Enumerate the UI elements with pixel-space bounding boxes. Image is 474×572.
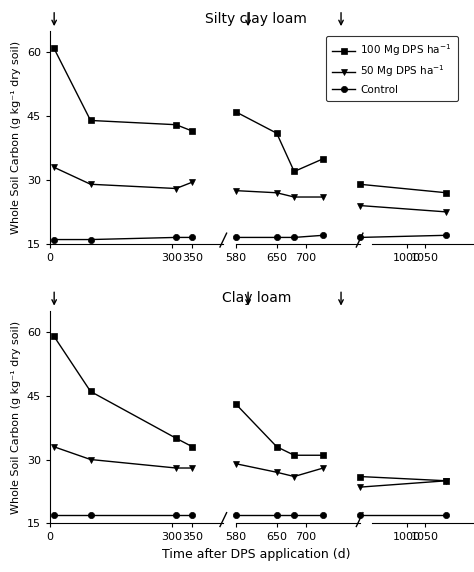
50 Mg DPS ha$^{-1}$ xyxy=(51,164,57,170)
Control xyxy=(88,236,93,243)
50 Mg DPS ha$^{-1}$ xyxy=(88,181,93,188)
100 Mg DPS ha$^{-1}$ xyxy=(51,45,57,51)
50 Mg DPS ha$^{-1}$ xyxy=(190,178,195,185)
Control xyxy=(190,234,195,241)
Y-axis label: Whole Soil Carbon (g kg⁻¹ dry soil): Whole Soil Carbon (g kg⁻¹ dry soil) xyxy=(11,41,21,234)
Control xyxy=(173,234,179,241)
Title: Silty clay loam: Silty clay loam xyxy=(205,12,307,26)
50 Mg DPS ha$^{-1}$ xyxy=(173,185,179,192)
Line: 100 Mg DPS ha$^{-1}$: 100 Mg DPS ha$^{-1}$ xyxy=(51,45,195,134)
Legend: 100 Mg DPS ha$^{-1}$, 50 Mg DPS ha$^{-1}$, Control: 100 Mg DPS ha$^{-1}$, 50 Mg DPS ha$^{-1}… xyxy=(326,37,458,101)
100 Mg DPS ha$^{-1}$ xyxy=(88,117,93,124)
X-axis label: Time after DPS application (d): Time after DPS application (d) xyxy=(162,548,351,561)
Title: Clay loam: Clay loam xyxy=(222,291,291,305)
Y-axis label: Whole Soil Carbon (g kg⁻¹ dry soil): Whole Soil Carbon (g kg⁻¹ dry soil) xyxy=(11,320,21,514)
100 Mg DPS ha$^{-1}$ xyxy=(173,121,179,128)
100 Mg DPS ha$^{-1}$ xyxy=(190,128,195,134)
Control xyxy=(51,236,57,243)
Line: Control: Control xyxy=(51,235,195,243)
Line: 50 Mg DPS ha$^{-1}$: 50 Mg DPS ha$^{-1}$ xyxy=(51,164,195,192)
